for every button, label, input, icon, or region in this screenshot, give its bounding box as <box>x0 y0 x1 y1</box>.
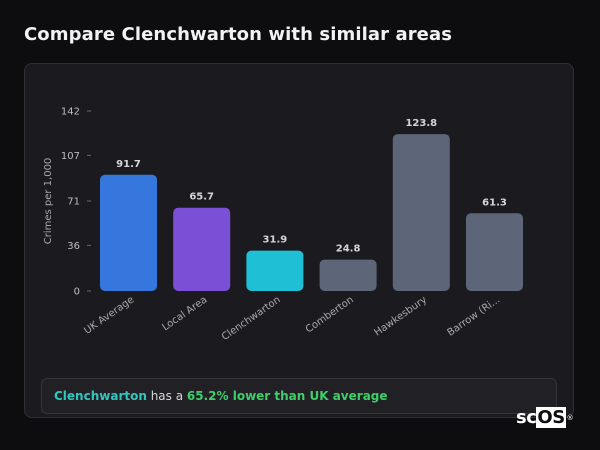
bar <box>100 174 157 291</box>
bar-chart: Crimes per 1,000 0 36 71 107 142 91.7 UK Averag… <box>43 107 523 343</box>
x-category-label: Hawkesbury <box>372 294 429 338</box>
bar <box>173 207 231 291</box>
y-tick-label: 36 <box>67 241 80 252</box>
bar <box>246 250 304 291</box>
summary-text: has a <box>146 389 187 403</box>
logo-text-sc: sc <box>516 407 537 428</box>
summary-box: Clenchwarton has a 65.2% lower than UK a… <box>41 378 557 414</box>
bar <box>319 259 377 291</box>
y-tick-label: 107 <box>61 151 80 162</box>
bar <box>392 134 450 291</box>
bar-value-label: 24.8 <box>336 244 361 255</box>
bar-value-label: 31.9 <box>263 235 288 246</box>
chart-card: Crimes per 1,000 0 36 71 107 142 91.7 UK Averag… <box>24 63 574 418</box>
x-category-label: Local Area <box>160 294 209 333</box>
bar-value-label: 65.7 <box>189 192 214 203</box>
y-tick-label: 142 <box>61 107 80 118</box>
x-category-label: UK Average <box>82 294 136 336</box>
summary-stat: 65.2% lower than UK average <box>186 389 388 403</box>
y-tick-label: 71 <box>67 197 80 208</box>
y-tick-label: 0 <box>74 287 80 298</box>
page-title: Compare Clenchwarton with similar areas <box>24 24 453 45</box>
scos-logo: scOS ® <box>516 407 574 428</box>
bar-value-label: 91.7 <box>116 159 141 170</box>
summary-place: Clenchwarton <box>54 389 147 403</box>
y-axis-title: Crimes per 1,000 <box>43 158 54 245</box>
bar-value-label: 123.8 <box>405 118 437 129</box>
bar-value-label: 61.3 <box>482 197 507 208</box>
x-category-label: Barrow (Ri... <box>446 294 503 338</box>
bar <box>466 213 523 291</box>
x-category-label: Clenchwarton <box>220 294 283 343</box>
logo-text-os: OS <box>536 407 566 428</box>
x-category-label: Comberton <box>304 294 356 335</box>
registered-mark: ® <box>566 414 574 422</box>
